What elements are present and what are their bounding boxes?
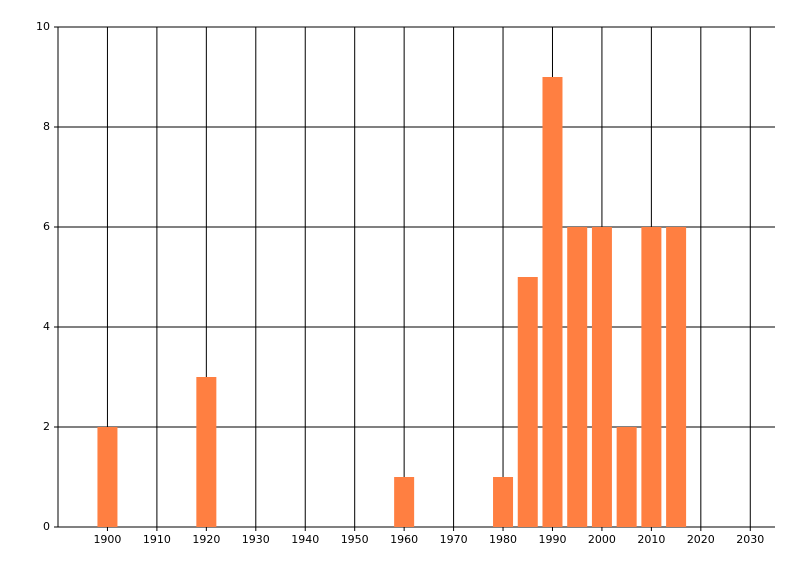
x-tick-label: 1910: [143, 533, 171, 546]
bar: [641, 227, 662, 527]
x-tick-label: 1980: [489, 533, 517, 546]
x-tick-label: 2020: [687, 533, 715, 546]
x-tick-label: 1900: [93, 533, 121, 546]
bar: [196, 377, 217, 527]
y-tick-label: 4: [43, 320, 50, 333]
bar: [666, 227, 687, 527]
y-tick-label: 2: [43, 420, 50, 433]
x-tick-label: 2030: [736, 533, 764, 546]
x-tick-label: 1950: [341, 533, 369, 546]
bar: [97, 427, 118, 527]
x-tick-label: 1960: [390, 533, 418, 546]
y-tick-label: 6: [43, 220, 50, 233]
bar: [591, 227, 612, 527]
x-tick-label: 1940: [291, 533, 319, 546]
bar: [616, 427, 637, 527]
y-tick-label: 0: [43, 520, 50, 533]
x-tick-label: 1990: [538, 533, 566, 546]
x-tick-label: 1930: [242, 533, 270, 546]
bar: [567, 227, 588, 527]
x-tick-label: 2000: [588, 533, 616, 546]
x-tick-label: 2010: [637, 533, 665, 546]
bar: [517, 277, 538, 527]
y-tick-label: 8: [43, 120, 50, 133]
x-tick-label: 1970: [440, 533, 468, 546]
bar: [542, 77, 563, 527]
y-tick-label: 10: [36, 20, 50, 33]
x-tick-label: 1920: [192, 533, 220, 546]
bar: [493, 477, 514, 527]
bar: [394, 477, 415, 527]
